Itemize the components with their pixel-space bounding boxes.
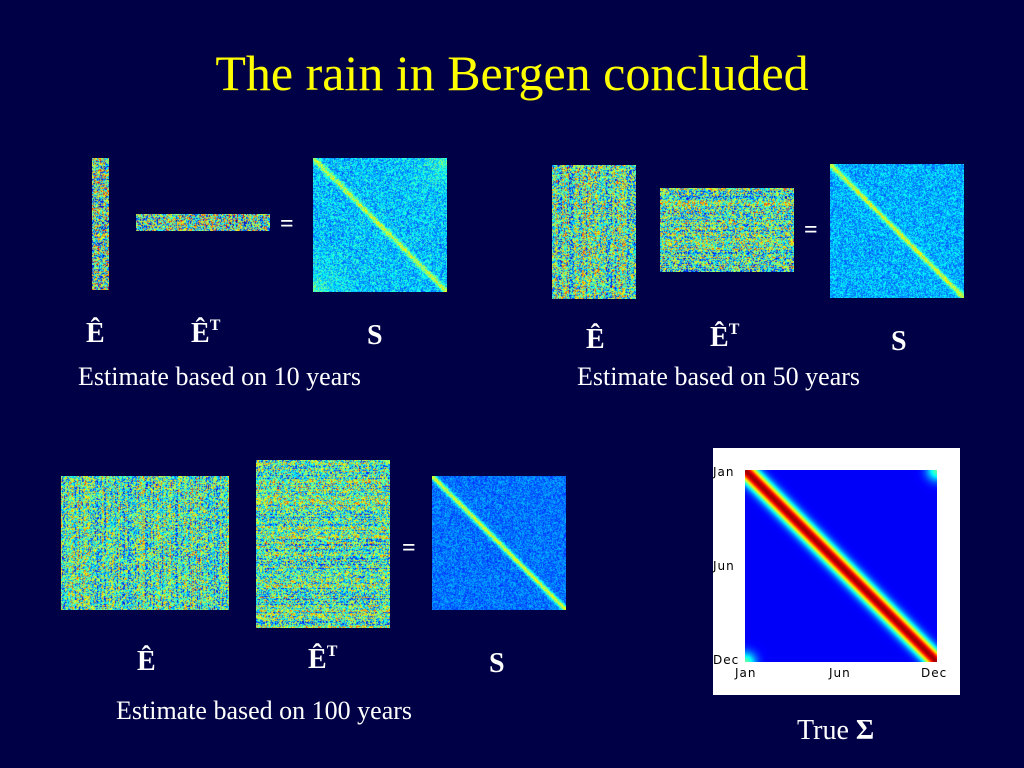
e-hat-transpose-label-50y: ÊT bbox=[710, 321, 740, 353]
caption-50y: Estimate based on 50 years bbox=[577, 362, 861, 391]
s-label-50y: S bbox=[891, 326, 907, 357]
equals-sign-100y: = bbox=[402, 535, 416, 561]
e-hat-label-100y: Ê bbox=[137, 646, 156, 677]
caption-100y: Estimate based on 100 years bbox=[116, 696, 413, 725]
y-tick-dec: Dec bbox=[713, 653, 740, 667]
y-tick-jun: Jun bbox=[713, 559, 735, 573]
e-hat-matrix-10y bbox=[92, 158, 109, 290]
e-hat-matrix-50y bbox=[552, 165, 636, 299]
e-hat-transpose-matrix-50y bbox=[660, 188, 794, 272]
y-tick-jan: Jan bbox=[713, 465, 735, 479]
e-hat-transpose-label-10y: ÊT bbox=[191, 317, 221, 349]
s-matrix-50y bbox=[830, 164, 964, 298]
x-tick-jun: Jun bbox=[829, 666, 851, 680]
s-matrix-10y bbox=[313, 158, 447, 292]
s-label-100y: S bbox=[489, 648, 505, 679]
s-label-10y: S bbox=[367, 320, 383, 351]
e-hat-transpose-matrix-10y bbox=[136, 214, 270, 231]
s-matrix-100y bbox=[432, 476, 566, 610]
slide-title: The rain in Bergen concluded bbox=[215, 45, 809, 101]
equals-sign-10y: = bbox=[280, 211, 294, 237]
e-hat-transpose-matrix-100y bbox=[256, 460, 390, 628]
caption-10y: Estimate based on 10 years bbox=[78, 362, 362, 391]
equals-sign-50y: = bbox=[804, 217, 818, 243]
true-sigma-matrix bbox=[745, 470, 937, 662]
sigma-symbol: Σ bbox=[855, 715, 875, 746]
true-sigma-label: True Σ bbox=[797, 715, 875, 746]
true-sigma-panel: Jan Jun Dec Jan Jun Dec bbox=[713, 448, 960, 695]
e-hat-label-10y: Ê bbox=[86, 318, 105, 349]
e-hat-label-50y: Ê bbox=[586, 324, 605, 355]
e-hat-matrix-100y bbox=[61, 476, 229, 610]
e-hat-transpose-label-100y: ÊT bbox=[308, 643, 338, 675]
x-tick-dec: Dec bbox=[921, 666, 948, 680]
x-tick-jan: Jan bbox=[735, 666, 757, 680]
